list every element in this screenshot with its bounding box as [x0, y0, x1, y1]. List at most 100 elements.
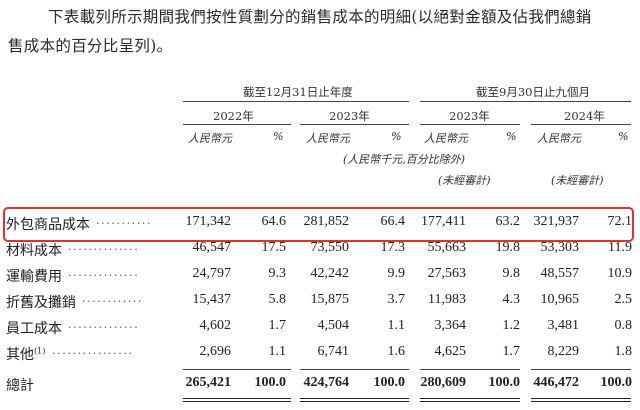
total-label: 總計 [6, 378, 34, 394]
cell-fy2022-amount: 24,797 [192, 266, 232, 281]
row-label: 員工成本 [6, 321, 62, 337]
year-header-3: 2023年 [449, 109, 490, 123]
leader-dots: .............. [68, 240, 140, 253]
pct-header-1: % [273, 130, 284, 143]
cell-9m2023-amount: 3,364 [434, 318, 467, 333]
table-row: 運輸費用 .............. 24,797 9.3 42,242 9.… [0, 266, 640, 286]
cell-fy2023-pct: 1.6 [387, 344, 406, 359]
subtotal-rule-4 [531, 369, 631, 370]
year-rule-4 [531, 124, 631, 125]
currency-header-1: 人民幣元 [188, 132, 232, 145]
intro-line-2: 售成本的百分比呈列)。 [8, 37, 173, 55]
period-header-nine-months: 截至9月30日止九個月 [476, 85, 590, 99]
leader-dots: .............. [68, 266, 140, 279]
cell-9m2023-pct: 9.8 [502, 266, 521, 281]
cell-fy2022-amount: 46,547 [192, 240, 232, 255]
leader-dots: ........... [96, 214, 153, 227]
cell-fy2022-pct: 5.8 [268, 292, 287, 307]
table-row: 外包商品成本 ........... 171,342 64.6 281,852 … [0, 214, 640, 234]
total-double-rule-1 [183, 398, 291, 402]
row-label: 材料成本 [6, 243, 62, 259]
cell-fy2023-amount: 73,550 [310, 240, 350, 255]
footnote-marker: (1) [34, 346, 46, 356]
cell-fy2022-amount: 171,342 [185, 214, 232, 229]
cell-fy2023-amount: 6,741 [317, 344, 350, 359]
year-rule-2 [300, 124, 409, 125]
total-double-rule-4 [531, 398, 631, 402]
year-header-1: 2022年 [213, 109, 254, 123]
cell-9m2024-pct: 72.1 [607, 214, 633, 229]
intro-paragraph: 下表載列所示期間我們按性質劃分的銷售成本的明細(以絕對金額及佔我們總銷 售成本的… [8, 3, 636, 61]
cell-fy2023-amount: 281,852 [303, 214, 350, 229]
year-rule-3 [420, 124, 520, 125]
row-label: 運輸費用 [6, 269, 62, 285]
total-fy2023-pct: 100.0 [373, 375, 406, 390]
total-fy2022-pct: 100.0 [254, 375, 287, 390]
cell-9m2023-amount: 55,663 [427, 240, 467, 255]
pct-header-2: % [391, 130, 402, 143]
pct-header-4: % [618, 130, 629, 143]
currency-header-3: 人民幣元 [424, 132, 468, 145]
total-row: 總計 265,421 100.0 424,764 100.0 280,609 1… [0, 375, 640, 395]
cell-9m2024-amount: 8,229 [547, 344, 580, 359]
year-rule-1 [183, 124, 291, 125]
total-9m2024-pct: 100.0 [600, 375, 633, 390]
leader-dots: ................ [52, 344, 134, 357]
cell-9m2023-amount: 177,411 [421, 214, 466, 229]
total-9m2024-amount: 446,472 [533, 375, 580, 390]
cell-9m2024-amount: 48,557 [540, 266, 580, 281]
period-header-fiscal-year: 截至12月31日止年度 [243, 85, 353, 99]
subtotal-rule-3 [420, 369, 520, 370]
period-rule-9m [420, 101, 631, 102]
cell-fy2022-pct: 64.6 [261, 214, 287, 229]
subtotal-rule-2 [300, 369, 409, 370]
cell-fy2022-pct: 1.1 [268, 344, 287, 359]
row-label-text: 其他 [6, 347, 34, 363]
total-9m2023-amount: 280,609 [420, 375, 467, 390]
leader-dots: ............ [82, 292, 144, 305]
total-fy2023-amount: 424,764 [303, 375, 350, 390]
cell-fy2023-pct: 3.7 [387, 292, 406, 307]
total-fy2022-amount: 265,421 [185, 375, 232, 390]
cell-9m2023-amount: 11,983 [428, 292, 466, 307]
cell-9m2023-pct: 1.2 [502, 318, 521, 333]
cell-fy2022-amount: 4,602 [199, 318, 232, 333]
cell-9m2024-amount: 10,965 [540, 292, 580, 307]
row-highlight-box [3, 207, 634, 242]
period-rule-fy [183, 101, 409, 102]
table-row: 員工成本 .............. 4,602 1.7 4,504 1.1 … [0, 318, 640, 338]
cell-fy2023-pct: 9.9 [387, 266, 406, 281]
cell-fy2023-pct: 66.4 [380, 214, 406, 229]
row-label: 折舊及攤銷 [6, 295, 76, 311]
cell-9m2024-pct: 2.5 [614, 292, 633, 307]
table-row: 折舊及攤銷 ............ 15,437 5.8 15,875 3.7… [0, 292, 640, 312]
cell-fy2022-pct: 9.3 [268, 266, 287, 281]
cell-9m2023-amount: 27,563 [427, 266, 467, 281]
unaudited-note-2023: (未經審計) [438, 174, 491, 187]
table-row: 材料成本 .............. 46,547 17.5 73,550 1… [0, 240, 640, 260]
year-header-4: 2024年 [564, 109, 605, 123]
row-label: 其他(1) [6, 344, 45, 364]
cell-fy2022-amount: 15,437 [192, 292, 232, 307]
cell-9m2023-pct: 19.8 [495, 240, 521, 255]
cell-9m2024-amount: 321,937 [533, 214, 580, 229]
unaudited-note-2024: (未經審計) [551, 174, 604, 187]
unit-note: (人民幣千元,百分比除外) [343, 153, 466, 166]
cell-9m2024-pct: 0.8 [614, 318, 633, 333]
total-double-rule-2 [300, 398, 409, 402]
cell-fy2023-amount: 15,875 [310, 292, 350, 307]
currency-header-2: 人民幣元 [306, 132, 350, 145]
cell-fy2023-amount: 42,242 [310, 266, 350, 281]
cell-9m2023-pct: 1.7 [502, 344, 521, 359]
cell-9m2024-pct: 1.8 [614, 344, 633, 359]
pct-header-3: % [506, 130, 517, 143]
row-label: 外包商品成本 [6, 217, 90, 233]
total-9m2023-pct: 100.0 [488, 375, 521, 390]
cell-9m2024-pct: 10.9 [607, 266, 633, 281]
total-double-rule-3 [420, 398, 520, 402]
cell-fy2022-pct: 1.7 [268, 318, 287, 333]
cell-fy2023-pct: 1.1 [387, 318, 406, 333]
cell-9m2024-pct: 11.9 [608, 240, 632, 255]
currency-header-4: 人民幣元 [537, 132, 581, 145]
cell-9m2024-amount: 53,303 [540, 240, 580, 255]
